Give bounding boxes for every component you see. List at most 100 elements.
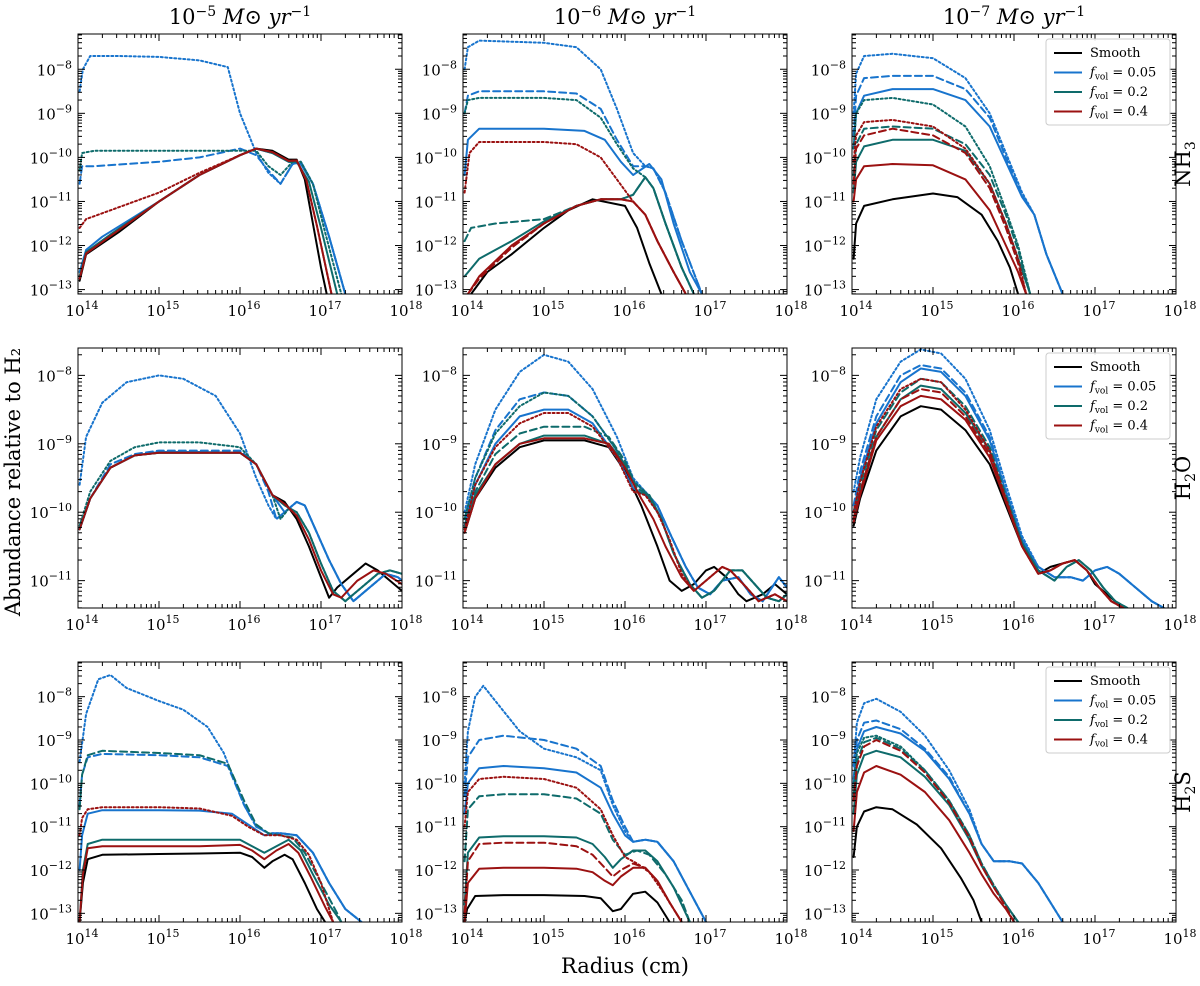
- series-line-dotted: [852, 96, 1032, 294]
- x-tick-label: 1014: [839, 927, 872, 948]
- y-tick-label: 10−13: [804, 279, 846, 300]
- y-tick-label: 10−13: [804, 902, 846, 923]
- axes-frame: [462, 347, 788, 609]
- legend: Smooth fvol = 0.05 fvol = 0.2 fvol = 0.4: [1045, 666, 1171, 754]
- y-tick-label: 10−8: [811, 686, 846, 707]
- x-tick-label: 1016: [227, 613, 260, 634]
- series-line-dashed: [852, 719, 1064, 922]
- y-tick-label: 10−9: [422, 102, 457, 123]
- series-line-solid: [463, 890, 671, 922]
- y-tick-label: 10−9: [811, 729, 846, 750]
- series-line-solid: [78, 843, 335, 922]
- x-tick-label: 1017: [1082, 927, 1115, 948]
- x-tick-label: 1017: [693, 299, 726, 320]
- x-tick-label: 1015: [146, 927, 179, 948]
- y-tick-label: 10−10: [804, 772, 846, 793]
- panel-r1-c0: 1014 1015 1016 1017 1018 10−8 10−9 10−10 10−11: [30, 347, 423, 634]
- x-tick-label: 1018: [1163, 613, 1196, 634]
- series-line-dotted: [852, 734, 1020, 922]
- column-title: 10−5 M⊙ yr−1: [169, 4, 311, 29]
- ticks: 1014 1015 1016 1017 1018 10−8 10−9 10−10 10−11 10…: [30, 662, 423, 948]
- x-tick-label: 1017: [308, 613, 341, 634]
- series-line-solid: [852, 749, 1020, 922]
- y-tick-label: 10−10: [30, 501, 72, 522]
- x-tick-label: 1015: [920, 927, 953, 948]
- y-tick-label: 10−8: [422, 686, 457, 707]
- series-group: [78, 374, 402, 603]
- x-tick-label: 1018: [389, 613, 422, 634]
- panel-r2-c1: 1014 1015 1016 1017 1018 10−8 10−9 10−10 10−11 10…: [415, 661, 808, 948]
- series-line-dotted: [78, 374, 402, 603]
- x-tick-label: 1018: [389, 299, 422, 320]
- series-line-dotted: [463, 412, 787, 603]
- legend-label: fvol = 0.4: [1089, 105, 1148, 122]
- series-line-dotted: [852, 348, 1165, 608]
- y-tick-label: 10−13: [30, 279, 72, 300]
- series-line-solid: [78, 851, 327, 922]
- legend-box: [1045, 666, 1171, 754]
- legend-label: fvol = 0.2: [1089, 85, 1148, 102]
- x-tick-label: 1018: [1163, 299, 1196, 320]
- x-tick-label: 1016: [227, 299, 260, 320]
- y-tick-label: 10−11: [415, 190, 457, 211]
- x-tick-label: 1014: [839, 299, 872, 320]
- series-line-dotted: [852, 118, 1028, 294]
- x-axis-title: Radius (cm): [561, 954, 689, 978]
- series-line-solid: [852, 726, 1064, 922]
- x-tick-label: 1014: [450, 613, 483, 634]
- series-line-dotted: [852, 52, 1064, 294]
- panel-r2-c0: 1014 1015 1016 1017 1018 10−8 10−9 10−10 10−11 10…: [30, 661, 423, 948]
- y-tick-label: 10−11: [415, 570, 457, 591]
- y-tick-label: 10−10: [804, 501, 846, 522]
- legend-label: Smooth: [1090, 674, 1141, 689]
- x-tick-label: 1014: [450, 299, 483, 320]
- ticks: 1014 1015 1016 1017 1018 10−8 10−9 10−10 10−11 10…: [804, 662, 1197, 948]
- y-tick-label: 10−10: [30, 772, 72, 793]
- y-tick-label: 10−12: [30, 235, 72, 256]
- row-species-label: H2S: [1171, 771, 1199, 813]
- x-tick-label: 1017: [308, 927, 341, 948]
- series-line-dashed: [463, 734, 707, 922]
- y-tick-label: 10−12: [415, 859, 457, 880]
- y-tick-label: 10−8: [37, 364, 72, 385]
- ticks: 1014 1015 1016 1017 1018 10−8 10−9 10−10 10−11: [30, 348, 423, 634]
- y-tick-label: 10−8: [422, 58, 457, 79]
- axes-frame: [77, 347, 403, 609]
- row-species-label: NH3: [1171, 141, 1199, 187]
- x-tick-label: 1016: [612, 613, 645, 634]
- x-tick-label: 1015: [146, 299, 179, 320]
- series-line-dotted: [463, 96, 695, 294]
- y-tick-label: 10−9: [422, 729, 457, 750]
- panel-r0-c1: 1014 1015 1016 1017 1018 10−8 10−9 10−10 10−11 10…: [415, 33, 808, 320]
- series-line-dotted: [463, 684, 707, 922]
- legend-label: fvol = 0.2: [1089, 713, 1148, 730]
- ticks: 1014 1015 1016 1017 1018 10−8 10−9 10−10 10−11 10…: [804, 34, 1197, 320]
- series-line-solid: [463, 835, 691, 922]
- x-tick-label: 1018: [774, 927, 807, 948]
- series-line-solid: [852, 163, 1028, 294]
- x-tick-label: 1017: [693, 927, 726, 948]
- ticks: 1014 1015 1016 1017 1018 10−8 10−9 10−10 10−11 10…: [30, 34, 423, 320]
- y-tick-label: 10−8: [37, 58, 72, 79]
- series-line-dashed: [463, 793, 691, 922]
- y-tick-label: 10−9: [37, 102, 72, 123]
- series-line-dashed: [852, 74, 1064, 294]
- legend-label: fvol = 0.2: [1089, 399, 1148, 416]
- x-tick-label: 1014: [65, 927, 98, 948]
- legend: Smooth fvol = 0.05 fvol = 0.2 fvol = 0.4: [1045, 352, 1171, 440]
- series-line-dashed: [852, 127, 1028, 294]
- x-tick-label: 1016: [1001, 299, 1034, 320]
- y-tick-label: 10−9: [811, 433, 846, 454]
- legend-label: fvol = 0.4: [1089, 733, 1148, 750]
- legend-label: fvol = 0.05: [1089, 694, 1156, 711]
- panel-r0-c0: 1014 1015 1016 1017 1018 10−8 10−9 10−10 10−11 10…: [30, 33, 423, 320]
- series-line-solid: [78, 451, 402, 599]
- legend-label: Smooth: [1090, 360, 1141, 375]
- x-tick-label: 1018: [774, 613, 807, 634]
- legend-box: [1045, 352, 1171, 440]
- axes-frame: [462, 661, 788, 923]
- series-line-dashed: [852, 377, 1129, 608]
- series-line-dashed: [78, 449, 402, 603]
- x-tick-label: 1018: [774, 299, 807, 320]
